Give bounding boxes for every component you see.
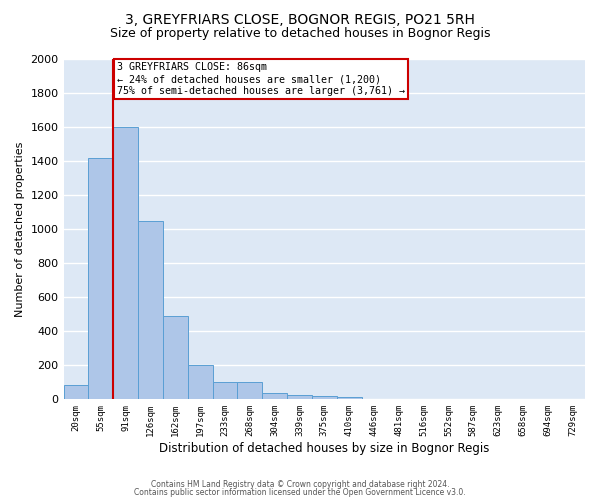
Bar bbox=[88, 158, 113, 400]
Bar bbox=[138, 220, 163, 400]
Text: 3, GREYFRIARS CLOSE, BOGNOR REGIS, PO21 5RH: 3, GREYFRIARS CLOSE, BOGNOR REGIS, PO21 … bbox=[125, 12, 475, 26]
Bar bbox=[64, 385, 88, 400]
Text: Size of property relative to detached houses in Bognor Regis: Size of property relative to detached ho… bbox=[110, 28, 490, 40]
Bar bbox=[188, 366, 212, 400]
Bar bbox=[287, 395, 312, 400]
Bar bbox=[113, 127, 138, 400]
Y-axis label: Number of detached properties: Number of detached properties bbox=[15, 142, 25, 317]
Text: 3 GREYFRIARS CLOSE: 86sqm
← 24% of detached houses are smaller (1,200)
75% of se: 3 GREYFRIARS CLOSE: 86sqm ← 24% of detac… bbox=[117, 62, 405, 96]
Bar bbox=[337, 397, 362, 400]
Bar bbox=[312, 396, 337, 400]
Bar bbox=[163, 316, 188, 400]
Bar bbox=[238, 382, 262, 400]
Text: Contains HM Land Registry data © Crown copyright and database right 2024.: Contains HM Land Registry data © Crown c… bbox=[151, 480, 449, 489]
Text: Contains public sector information licensed under the Open Government Licence v3: Contains public sector information licen… bbox=[134, 488, 466, 497]
X-axis label: Distribution of detached houses by size in Bognor Regis: Distribution of detached houses by size … bbox=[159, 442, 490, 455]
Bar bbox=[212, 382, 238, 400]
Bar bbox=[262, 392, 287, 400]
